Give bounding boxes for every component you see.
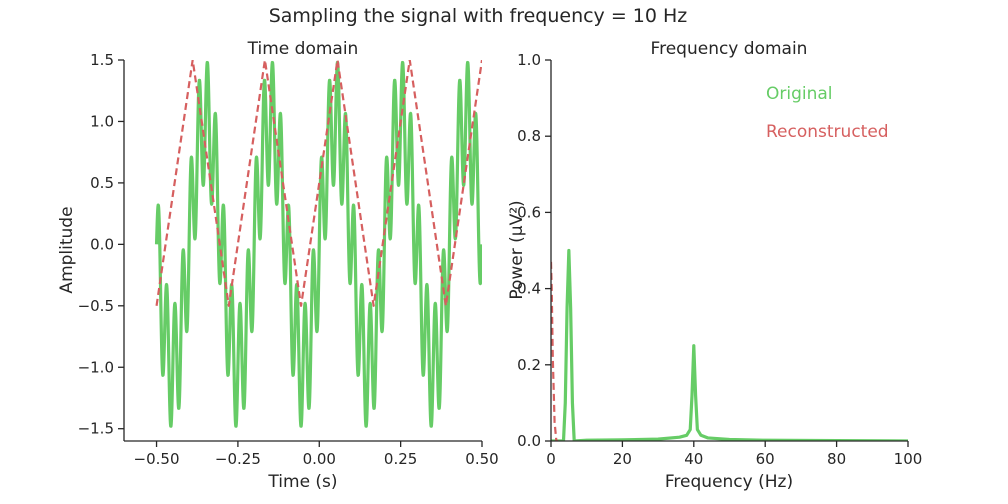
time-domain-ytick-label: −1.5 <box>78 420 114 438</box>
time-domain-xtick-label: 0.25 <box>384 450 417 468</box>
frequency-domain-ytick-label: 1.0 <box>517 51 541 69</box>
time-domain-ytick-label: 0.0 <box>90 235 114 253</box>
frequency-domain-xtick-label: 20 <box>613 450 632 468</box>
time-domain-ytick-label: −1.0 <box>78 358 114 376</box>
frequency-domain-xtick-label: 80 <box>827 450 846 468</box>
time-domain-series-reconstructed <box>155 60 482 307</box>
frequency-domain-ytick-label: 0.6 <box>517 203 541 221</box>
time-domain-ytick-label: −0.5 <box>78 297 114 315</box>
time-domain-xtick-label: 0.50 <box>465 450 498 468</box>
time-domain-xtick-label: 0.00 <box>303 450 336 468</box>
frequency-domain-xlabel: Frequency (Hz) <box>665 472 793 492</box>
time-domain-xlabel: Time (s) <box>267 472 337 492</box>
time-domain-ytick-label: 1.0 <box>90 112 114 130</box>
time-domain-ytick-label: 1.5 <box>90 51 114 69</box>
frequency-domain-title: Frequency domain <box>651 39 808 59</box>
time-domain-plot-area <box>154 60 482 428</box>
frequency-domain-ytick-label: 0.2 <box>517 356 541 374</box>
legend-entry-original: Original <box>766 84 833 104</box>
time-domain-ylabel: Amplitude <box>57 206 77 293</box>
time-domain-xtick-label: −0.25 <box>215 450 261 468</box>
frequency-domain-plot-area <box>551 248 908 441</box>
figure-suptitle: Sampling the signal with frequency = 10 … <box>269 5 688 27</box>
frequency-domain-ytick-label: 0.0 <box>517 432 541 450</box>
time-domain-panel: Time domain −0.50 −0.25 0.00 0.25 0.50 −1.5 −1… <box>57 39 499 492</box>
time-domain-title: Time domain <box>247 39 359 59</box>
frequency-domain-xtick-label: 60 <box>756 450 775 468</box>
frequency-domain-series-original <box>551 248 908 441</box>
time-domain-ytick-label: 0.5 <box>90 174 114 192</box>
frequency-domain-ytick-label: 0.8 <box>517 127 541 145</box>
time-domain-xtick-label: −0.50 <box>134 450 180 468</box>
frequency-domain-xtick-label: 40 <box>684 450 703 468</box>
frequency-domain-ticks: 0 20 40 60 80 100 0.0 0.2 0.4 0.6 0.8 1.0 <box>517 51 922 468</box>
frequency-domain-xtick-label: 100 <box>894 450 923 468</box>
frequency-domain-ylabel: Power (μV²) <box>507 200 527 299</box>
legend-entry-reconstructed: Reconstructed <box>766 122 889 142</box>
frequency-domain-ytick-label: 0.4 <box>517 280 541 298</box>
frequency-domain-xtick-label: 0 <box>546 450 556 468</box>
time-domain-series-original <box>154 60 482 428</box>
frequency-domain-panel: Frequency domain 0 20 40 60 80 100 0.0 0.2 0.4 0.… <box>507 39 922 492</box>
frequency-domain-series-reconstructed <box>551 261 559 441</box>
time-domain-ticks: −0.50 −0.25 0.00 0.25 0.50 −1.5 −1.0 −0.5 0.0 0.5… <box>78 51 499 468</box>
